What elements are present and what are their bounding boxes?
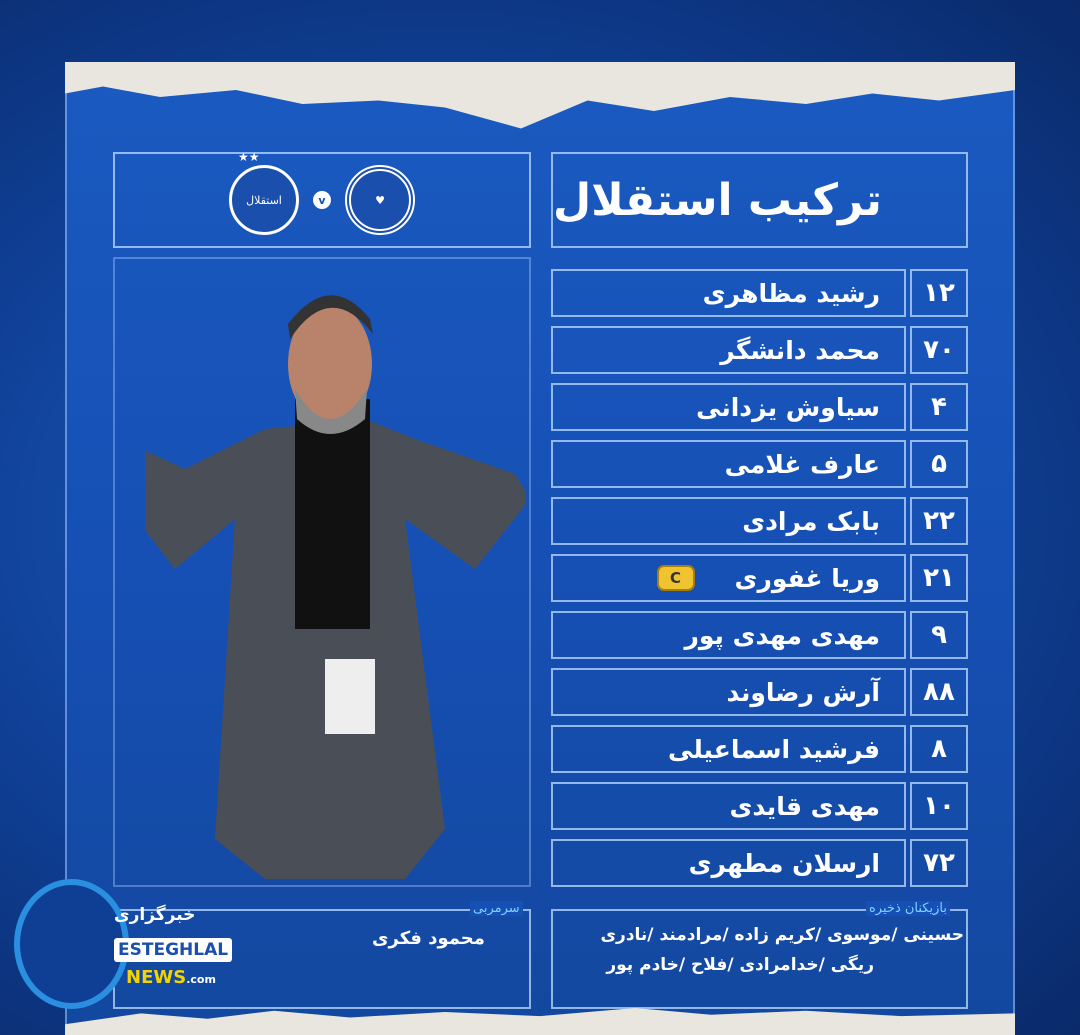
logo-news: NEWS.com bbox=[126, 967, 216, 988]
player-number: ۸ bbox=[910, 725, 968, 773]
player-number: ۲۱ bbox=[910, 554, 968, 602]
coach-name: محمود فکری bbox=[372, 928, 485, 949]
player-number: ۱۰ bbox=[910, 782, 968, 830]
stars-icon: ★★ bbox=[238, 150, 260, 164]
coach-figure-image bbox=[145, 295, 525, 879]
player-name: فرشید اسماعیلی bbox=[668, 734, 880, 764]
sepahan-crest-icon: ♥ bbox=[345, 165, 415, 235]
player-name: عارف غلامی bbox=[724, 449, 880, 479]
player-row: مهدی قایدی bbox=[551, 782, 906, 830]
player-row: بابک مرادی bbox=[551, 497, 906, 545]
player-name: آرش رضاوند bbox=[726, 677, 880, 707]
page-title: ترکیب استقلال bbox=[551, 152, 968, 248]
player-number: ۹ bbox=[910, 611, 968, 659]
logo-news-text: NEWS bbox=[126, 967, 187, 988]
player-number: ۵ bbox=[910, 440, 968, 488]
player-name: مهدی قایدی bbox=[729, 791, 880, 821]
player-row: آرش رضاوند bbox=[551, 668, 906, 716]
coach-label: سرمربی bbox=[470, 901, 523, 916]
logo-fa-text: خبرگزاری bbox=[114, 905, 196, 925]
player-row: فرشید اسماعیلی bbox=[551, 725, 906, 773]
player-number: ۷۰ bbox=[910, 326, 968, 374]
esteghlal-crest-icon: استقلال bbox=[229, 165, 299, 235]
subs-box bbox=[551, 909, 968, 1009]
player-row: مهدی مهدی پور bbox=[551, 611, 906, 659]
match-logos: استقلال v ♥ bbox=[113, 152, 531, 248]
subs-line-1: حسینی /موسوی /کریم زاده /مرادمند /نادری bbox=[600, 925, 964, 945]
logo-com-text: .com bbox=[186, 973, 216, 986]
player-name: وریا غفوری bbox=[734, 563, 880, 593]
player-number: ۷۲ bbox=[910, 839, 968, 887]
captain-badge: C bbox=[656, 565, 695, 591]
player-row: ارسلان مطهری bbox=[551, 839, 906, 887]
player-name: رشید مظاهری bbox=[702, 278, 880, 308]
coach-photo bbox=[113, 257, 531, 887]
player-number: ۲۲ bbox=[910, 497, 968, 545]
logo-ball-icon bbox=[14, 879, 129, 1009]
subs-line-2: ریگی /خدامرادی /فلاح /خادم پور bbox=[606, 955, 874, 975]
player-number: ۴ bbox=[910, 383, 968, 431]
player-number: ۸۸ bbox=[910, 668, 968, 716]
player-number: ۱۲ bbox=[910, 269, 968, 317]
logo-name: ESTEGHLAL bbox=[114, 938, 233, 962]
player-name: بابک مرادی bbox=[742, 506, 880, 536]
player-row: محمد دانشگر bbox=[551, 326, 906, 374]
player-name: ارسلان مطهری bbox=[688, 848, 880, 878]
crest-text: استقلال bbox=[246, 193, 282, 207]
subs-label: بازیکنان ذخیره bbox=[866, 901, 950, 916]
player-row: عارف غلامی bbox=[551, 440, 906, 488]
player-row: رشید مظاهری bbox=[551, 269, 906, 317]
player-name: مهدی مهدی پور bbox=[684, 620, 880, 650]
vs-badge: v bbox=[313, 191, 331, 209]
player-name: محمد دانشگر bbox=[720, 335, 880, 365]
player-row: C وریا غفوری bbox=[551, 554, 906, 602]
player-row: سیاوش یزدانی bbox=[551, 383, 906, 431]
poster-frame bbox=[65, 62, 1015, 1035]
esteghlal-news-logo: خبرگزاری ESTEGHLAL NEWS.com bbox=[14, 875, 233, 1025]
player-name: سیاوش یزدانی bbox=[696, 392, 880, 422]
